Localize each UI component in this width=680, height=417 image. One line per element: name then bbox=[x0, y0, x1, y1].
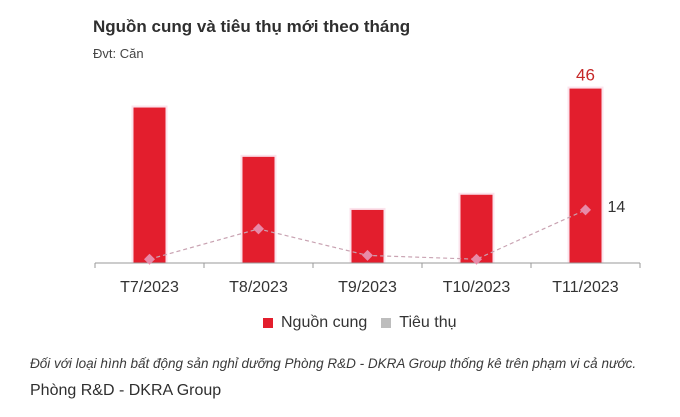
point-sales bbox=[471, 253, 482, 265]
x-tick-label: T8/2023 bbox=[229, 279, 288, 296]
legend-swatch-supply bbox=[263, 318, 273, 328]
bar-supply bbox=[242, 156, 275, 263]
data-label-sales: 14 bbox=[608, 199, 626, 216]
point-sales bbox=[362, 249, 373, 261]
x-tick-label: T10/2023 bbox=[443, 279, 511, 296]
chart-caption: Đối với loại hình bất động sản nghỉ dưỡn… bbox=[30, 356, 637, 371]
bar-supply bbox=[569, 88, 602, 263]
legend-item-supply: Nguồn cung bbox=[263, 314, 367, 332]
legend-label-sales: Tiêu thụ bbox=[399, 314, 457, 331]
bar-supply bbox=[460, 194, 493, 263]
legend-item-sales: Tiêu thụ bbox=[381, 314, 457, 332]
point-sales bbox=[253, 223, 264, 235]
legend-label-supply: Nguồn cung bbox=[281, 314, 368, 331]
point-sales bbox=[580, 204, 591, 216]
chart-title: Nguồn cung và tiêu thụ mới theo tháng bbox=[93, 17, 411, 36]
chart-unit-label: Đvt: Căn bbox=[93, 46, 144, 61]
x-tick-label: T7/2023 bbox=[120, 279, 179, 296]
x-tick-label: T9/2023 bbox=[338, 279, 397, 296]
bar-supply bbox=[133, 107, 166, 264]
data-label-supply: 46 bbox=[576, 66, 595, 85]
legend-swatch-sales bbox=[381, 318, 392, 328]
source-credit: Phòng R&D - DKRA Group bbox=[30, 382, 222, 399]
point-sales bbox=[144, 253, 155, 265]
chart-legend: Nguồn cung Tiêu thụ bbox=[263, 314, 457, 332]
x-tick-label: T11/2023 bbox=[552, 279, 619, 296]
